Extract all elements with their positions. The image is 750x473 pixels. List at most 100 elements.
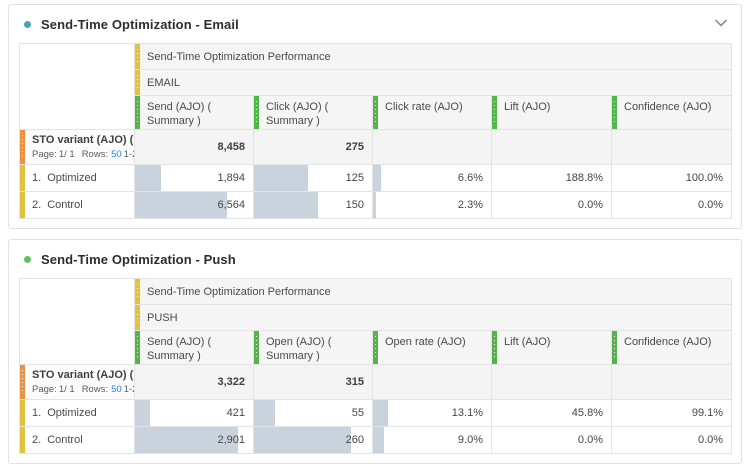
data-cell[interactable]: 0.0% (610, 190, 733, 219)
value-bar (373, 192, 376, 218)
table-corner-cell (19, 43, 135, 130)
column-header-lift[interactable]: Lift (AJO) (491, 95, 612, 130)
data-cell[interactable]: 2,901 (134, 425, 254, 454)
metric-strip (492, 96, 497, 129)
dimension-strip (135, 70, 140, 95)
channel-label: EMAIL (147, 77, 181, 89)
column-header-send[interactable]: Send (AJO) ( Summary ) (134, 95, 254, 130)
value-bar (254, 400, 275, 426)
freeform-table-push: Send-Time Optimization Performance PUSH … (19, 278, 733, 454)
rows-per-page-link[interactable]: 50 (111, 383, 122, 395)
data-cell[interactable]: 55 (253, 398, 373, 427)
metric-strip (254, 96, 259, 129)
metric-strip (612, 331, 617, 364)
summary-cell-send: 3,322 (134, 363, 254, 400)
data-cell[interactable]: 45.8% (491, 398, 612, 427)
panel-header: Send-Time Optimization - Push (9, 240, 741, 278)
column-header-lift[interactable]: Lift (AJO) (491, 330, 612, 365)
value-bar (254, 165, 308, 191)
panel-title: Send-Time Optimization - Email (41, 16, 239, 32)
data-cell[interactable]: 188.8% (491, 163, 612, 192)
value-bar (373, 400, 389, 426)
data-cell[interactable]: 0.0% (491, 425, 612, 454)
column-header-confidence[interactable]: Confidence (AJO) (610, 95, 733, 130)
metric-strip (612, 96, 617, 129)
summary-cell-send: 8,458 (134, 128, 254, 165)
data-cell[interactable]: 421 (134, 398, 254, 427)
value-bar (135, 427, 238, 453)
summary-cell-lift (491, 363, 612, 400)
dimension-header-cell[interactable]: STO variant (AJO) ( Summary ) Page:1/ 1R… (19, 363, 135, 400)
value-bar (373, 165, 381, 191)
row-header-optimized[interactable]: 1. Optimized (19, 398, 135, 427)
column-header-send[interactable]: Send (AJO) ( Summary ) (134, 330, 254, 365)
data-cell[interactable]: 150 (253, 190, 373, 219)
summary-cell-lift (491, 128, 612, 165)
value-bar (373, 427, 384, 453)
group-header-cell[interactable]: Send-Time Optimization Performance (133, 43, 733, 70)
summary-cell-open-rate (372, 363, 492, 400)
metric-strip (254, 331, 259, 364)
row-dimension-strip (20, 130, 25, 164)
row-header-control[interactable]: 2. Control (19, 190, 135, 219)
value-bar (135, 192, 227, 218)
dimension-strip (135, 279, 140, 304)
panel-title: Send-Time Optimization - Push (41, 251, 236, 267)
column-header-click[interactable]: Click (AJO) ( Summary ) (253, 95, 373, 130)
dimension-header-cell[interactable]: STO variant (AJO) ( Summary ) Page:1/ 1R… (19, 128, 135, 165)
dimension-strip (20, 427, 25, 453)
value-bar (254, 427, 352, 453)
channel-label: PUSH (147, 312, 178, 324)
channel-header-cell[interactable]: PUSH (133, 304, 733, 331)
data-cell[interactable]: 100.0% (610, 163, 733, 192)
metric-strip (492, 331, 497, 364)
value-bar (135, 165, 162, 191)
data-cell[interactable]: 0.0% (491, 190, 612, 219)
summary-cell-open: 315 (253, 363, 373, 400)
data-cell[interactable]: 6,564 (134, 190, 254, 219)
data-cell[interactable]: 13.1% (372, 398, 492, 427)
group-header-label: Send-Time Optimization Performance (147, 286, 331, 298)
data-cell[interactable]: 9.0% (372, 425, 492, 454)
dimension-label: STO variant (AJO) ( Summary ) (32, 133, 134, 146)
metric-strip (373, 331, 378, 364)
panel-color-dot (24, 20, 31, 28)
table-corner-cell (19, 278, 135, 365)
dimension-strip (20, 192, 25, 218)
data-cell[interactable]: 2.3% (372, 190, 492, 219)
data-cell[interactable]: 125 (253, 163, 373, 192)
dimension-strip (20, 165, 25, 191)
freeform-table-email: Send-Time Optimization Performance EMAIL… (19, 43, 733, 219)
dimension-strip (20, 400, 25, 426)
summary-cell-confidence (610, 363, 733, 400)
panel-header: Send-Time Optimization - Email (9, 5, 741, 43)
panel-color-dot (24, 255, 31, 263)
column-header-open-rate[interactable]: Open rate (AJO) (372, 330, 492, 365)
column-header-click-rate[interactable]: Click rate (AJO) (372, 95, 492, 130)
rows-per-page-link[interactable]: 50 (111, 148, 122, 160)
data-cell[interactable]: 99.1% (610, 398, 733, 427)
data-cell[interactable]: 260 (253, 425, 373, 454)
column-header-confidence[interactable]: Confidence (AJO) (610, 330, 733, 365)
panel-sto-email: Send-Time Optimization - Email Send-Time… (8, 4, 742, 229)
row-header-optimized[interactable]: 1. Optimized (19, 163, 135, 192)
chevron-down-icon[interactable] (714, 18, 728, 28)
metric-strip (135, 331, 140, 364)
value-bar (254, 192, 319, 218)
group-header-cell[interactable]: Send-Time Optimization Performance (133, 278, 733, 305)
metric-strip (373, 96, 378, 129)
row-header-control[interactable]: 2. Control (19, 425, 135, 454)
group-header-label: Send-Time Optimization Performance (147, 51, 331, 63)
dimension-label: STO variant (AJO) ( Summary ) (32, 368, 134, 381)
panel-sto-push: Send-Time Optimization - Push Send-Time … (8, 239, 742, 464)
channel-header-cell[interactable]: EMAIL (133, 69, 733, 96)
data-cell[interactable]: 0.0% (610, 425, 733, 454)
summary-cell-click-rate (372, 128, 492, 165)
data-cell[interactable]: 6.6% (372, 163, 492, 192)
column-header-open[interactable]: Open (AJO) ( Summary ) (253, 330, 373, 365)
dimension-strip (135, 305, 140, 330)
summary-cell-click: 275 (253, 128, 373, 165)
data-cell[interactable]: 1,894 (134, 163, 254, 192)
